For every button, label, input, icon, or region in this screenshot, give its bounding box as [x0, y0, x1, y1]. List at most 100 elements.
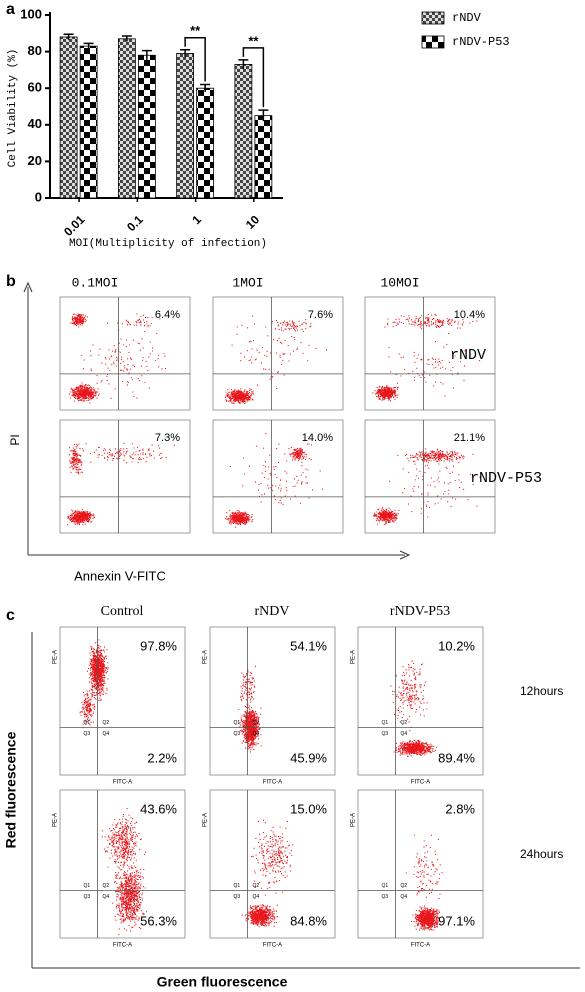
y-axis-label: Cell Viability (%) [7, 49, 19, 168]
column-header: rNDV [255, 604, 290, 619]
quadrant-label: Q4 [401, 731, 408, 737]
column-header: Control [101, 604, 144, 619]
quadrant-percent: 2.2% [147, 750, 177, 765]
quadrant-label: Q2 [401, 883, 408, 889]
error-bar [238, 59, 249, 69]
panel-label: a [6, 1, 15, 18]
error-bar [141, 49, 152, 60]
plot-frame [364, 296, 496, 411]
column-header: 0.1MOI [72, 275, 119, 290]
quadrant-label: Q1 [234, 883, 241, 889]
y-tick-label: 0 [35, 189, 42, 204]
bar [176, 53, 195, 199]
quadrant-label: Q4 [253, 731, 260, 737]
quadrant-label: Q3 [84, 731, 91, 737]
event-dots [372, 313, 481, 402]
quadrant-percent: 6.4% [155, 309, 180, 321]
x-tick-label: 0.01 [61, 212, 88, 239]
significance-label: ** [190, 23, 201, 38]
plot-axis-label: PE-A [53, 650, 59, 664]
legend-swatch [421, 11, 445, 25]
error-bar [63, 33, 74, 40]
plot-axis-label: FITC-A [113, 780, 132, 786]
legend-label: rNDV-P53 [452, 35, 510, 49]
quadrant-percent: 89.4% [438, 750, 475, 765]
event-dots [221, 433, 323, 528]
plot-frame [59, 626, 186, 776]
plot-axis-label: PE-A [53, 813, 59, 827]
quadrant-percent: 56.3% [140, 913, 177, 928]
quadrant-label: Q1 [234, 720, 241, 726]
bar [196, 87, 215, 199]
quadrant-percent: 84.8% [290, 913, 327, 928]
row-label: rNDV [450, 347, 486, 364]
quadrant-label: Q2 [103, 883, 110, 889]
plot-axis-label: PE-A [351, 813, 357, 827]
arrow-head [399, 550, 411, 560]
row-label: rNDV-P53 [470, 470, 542, 487]
plot-axis-label: FITC-A [411, 943, 430, 949]
legend-label: rNDV [452, 11, 482, 25]
quadrant-percent: 14.0% [302, 432, 333, 444]
bar [59, 36, 78, 199]
event-dots [373, 448, 481, 526]
y-tick-label: 20 [28, 153, 42, 168]
quadrant-label: Q1 [382, 720, 389, 726]
event-dots [225, 315, 327, 405]
plot-axis-label: PE-A [203, 650, 209, 664]
plot-frame [209, 626, 336, 776]
plot-axis-label: FITC-A [113, 943, 132, 949]
quadrant-percent: 2.8% [445, 801, 475, 816]
quadrant-label: Q4 [401, 894, 408, 900]
quadrant-label: Q1 [382, 883, 389, 889]
quadrant-label: Q3 [234, 894, 241, 900]
event-dots [390, 660, 438, 757]
quadrant-label: Q3 [84, 894, 91, 900]
x-tick-label: 10 [243, 212, 263, 232]
event-dots [69, 313, 166, 404]
y-axis-label: PI [8, 434, 22, 445]
quadrant-label: Q1 [84, 720, 91, 726]
quadrant-percent: 7.3% [155, 432, 180, 444]
y-tick-label: 100 [20, 6, 42, 21]
error-bar [121, 35, 132, 42]
quadrant-label: Q2 [401, 720, 408, 726]
row-label: 24hours [520, 847, 563, 861]
bar [234, 64, 253, 199]
quadrant-label: Q2 [253, 883, 260, 889]
bar [254, 115, 273, 199]
x-axis-label: MOI(Multiplicity of infection) [69, 238, 267, 250]
x-axis-label: Annexin V-FITC [74, 568, 166, 583]
plot-axis-label: FITC-A [263, 943, 282, 949]
quadrant-label: Q3 [382, 731, 389, 737]
plot-axis-label: PE-A [351, 650, 357, 664]
quadrant-percent: 7.6% [308, 309, 333, 321]
quadrant-percent: 21.1% [454, 432, 485, 444]
quadrant-label: Q3 [382, 894, 389, 900]
x-axis-label: Green fluorescence [157, 974, 288, 990]
quadrant-label: Q4 [103, 894, 110, 900]
plot-axis-label: FITC-A [263, 780, 282, 786]
quadrant-label: Q3 [234, 731, 241, 737]
y-tick-label: 40 [28, 116, 42, 131]
bar [79, 45, 98, 199]
plot-axis-label: PE-A [203, 813, 209, 827]
column-header: 10MOI [380, 275, 419, 290]
quadrant-label: Q1 [84, 883, 91, 889]
error-bar [258, 109, 269, 122]
x-tick-label: 0.1 [124, 212, 146, 234]
quadrant-percent: 97.8% [140, 638, 177, 653]
error-bar [180, 49, 191, 58]
quadrant-label: Q4 [103, 731, 110, 737]
column-header: rNDV-P53 [390, 604, 450, 619]
quadrant-percent: 15.0% [290, 801, 327, 816]
y-axis-label: Red fluorescence [3, 731, 19, 848]
event-dots [67, 442, 175, 526]
significance-bracket [242, 47, 265, 108]
legend-swatch [421, 35, 445, 49]
quadrant-percent: 10.4% [454, 309, 485, 321]
arrow-head [23, 281, 33, 293]
quadrant-percent: 54.1% [290, 638, 327, 653]
y-tick-label: 60 [28, 80, 42, 95]
